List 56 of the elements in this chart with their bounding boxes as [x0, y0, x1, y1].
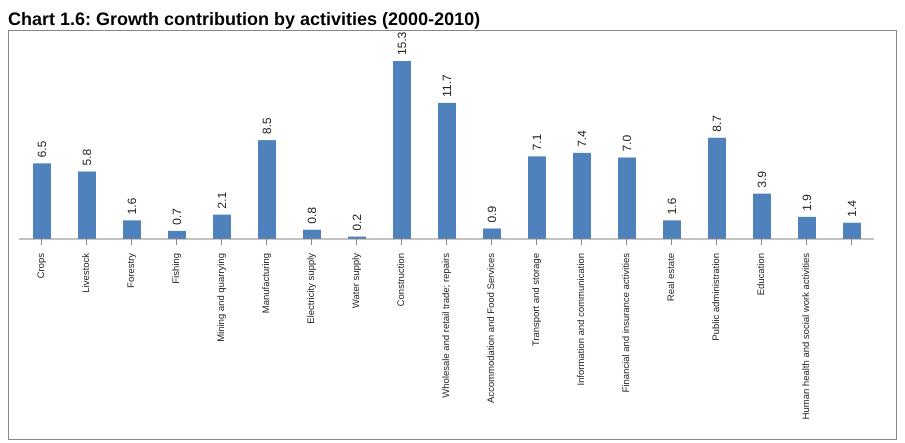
data-label: 1.9 — [800, 194, 814, 211]
bar — [753, 194, 771, 239]
bar — [708, 138, 726, 239]
data-label: 8.5 — [260, 117, 274, 134]
x-tick-label: Transport and storage — [531, 253, 542, 346]
bar — [843, 222, 861, 239]
bar — [438, 102, 456, 239]
bar — [393, 61, 411, 239]
x-tick-label: Electricity supply — [306, 252, 317, 324]
x-tick-label: Crops — [36, 252, 47, 278]
data-label: 7.0 — [620, 134, 634, 152]
x-tick-label: Financial and insurance activities — [621, 252, 632, 392]
bar — [33, 163, 51, 239]
bar — [798, 216, 816, 239]
x-tick-label: Wholesale and retail trade; repairs — [441, 252, 452, 398]
data-label: 7.1 — [530, 133, 544, 150]
bar — [483, 228, 501, 239]
bar — [618, 158, 636, 239]
bar — [573, 152, 591, 239]
x-tick-label: Information and communication — [576, 253, 587, 386]
data-label: 1.6 — [665, 197, 679, 214]
x-tick-label: Real estate — [666, 253, 677, 302]
data-label: 2.1 — [215, 192, 229, 209]
data-label: 11.7 — [440, 74, 454, 97]
x-tick-label: Accommodation and Food Services — [486, 252, 497, 403]
x-tick-label: Mining and quarrying — [216, 253, 227, 342]
x-tick-label: Livestock — [81, 252, 92, 293]
x-tick-label: Forestry — [126, 252, 137, 288]
data-label: 0.2 — [350, 214, 364, 231]
data-label: 0.9 — [485, 206, 499, 223]
x-tick-label: Human health and social work activities — [801, 252, 812, 420]
bar — [258, 140, 276, 239]
data-label: 8.7 — [710, 114, 724, 132]
x-tick-label: Education — [756, 253, 767, 296]
x-tick-label: Public administration — [711, 253, 722, 341]
data-label: 6.5 — [35, 140, 49, 158]
data-label: 5.8 — [80, 148, 94, 166]
bar — [168, 230, 186, 239]
x-tick-label: Manufacturing — [261, 253, 272, 314]
x-tick-label: Construction — [396, 253, 407, 306]
bar — [303, 230, 321, 239]
bar — [123, 220, 141, 239]
data-label: 0.7 — [170, 208, 184, 225]
data-label: 15.3 — [395, 31, 409, 55]
data-label: 1.4 — [845, 200, 859, 217]
chart-title: Chart 1.6: Growth contribution by activities (2000-2010) — [8, 8, 482, 30]
bar — [78, 172, 96, 239]
data-label: 3.9 — [755, 170, 769, 188]
x-tick-label: Fishing — [171, 253, 182, 284]
data-label: 1.6 — [125, 197, 139, 214]
bar — [528, 156, 546, 239]
data-label: 7.4 — [575, 130, 589, 147]
data-label: 0.8 — [305, 206, 319, 224]
x-tick-label: Water supply — [351, 252, 362, 308]
bar — [663, 220, 681, 239]
bar — [213, 214, 231, 239]
